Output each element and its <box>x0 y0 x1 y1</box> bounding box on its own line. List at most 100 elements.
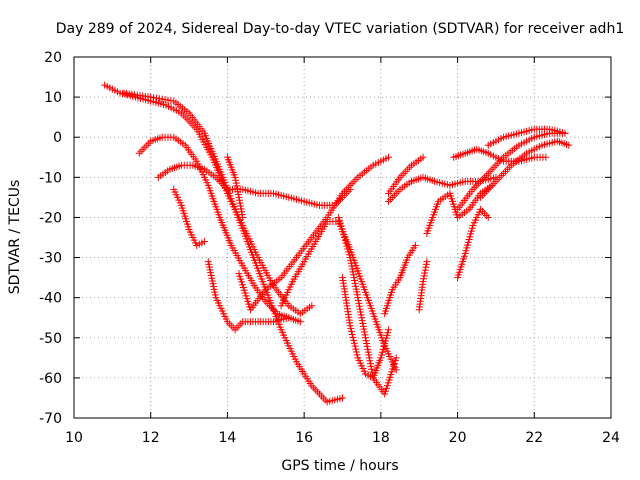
data-point-marker <box>365 354 373 362</box>
data-point-marker <box>347 325 355 333</box>
x-tick-label: 22 <box>525 430 543 446</box>
data-point-marker <box>353 291 361 299</box>
data-point-marker <box>351 279 359 287</box>
axis-ticks <box>73 56 612 419</box>
data-point-marker <box>367 362 375 370</box>
x-tick-label: 18 <box>372 430 390 446</box>
data-point-marker <box>340 231 348 239</box>
data-point-marker <box>335 216 343 224</box>
data-point-marker <box>360 325 368 333</box>
data-point-marker <box>565 141 573 149</box>
data-point-marker <box>362 334 370 342</box>
data-point-marker <box>422 260 430 268</box>
data-point-marker <box>349 268 357 276</box>
data-point-marker <box>359 319 367 327</box>
data-series <box>235 153 393 314</box>
data-series <box>385 173 500 205</box>
x-tick-label: 16 <box>295 430 313 446</box>
data-point-marker <box>364 348 372 356</box>
y-tick-label: 10 <box>44 90 62 106</box>
data-point-marker <box>366 360 374 368</box>
data-point-marker <box>420 272 428 280</box>
data-point-marker <box>348 330 356 338</box>
data-point-marker <box>354 294 362 302</box>
data-series <box>204 258 293 334</box>
data-series <box>120 89 346 406</box>
data-point-marker <box>233 182 241 190</box>
y-axis-title: SDTVAR / TECUs <box>7 180 23 295</box>
data-point-marker <box>419 278 427 286</box>
data-point-marker <box>158 95 166 103</box>
x-tick-label: 12 <box>142 430 160 446</box>
data-point-marker <box>308 302 316 310</box>
data-point-marker <box>232 176 240 184</box>
data-point-marker <box>346 322 354 330</box>
data-point-marker <box>354 297 362 305</box>
data-point-marker <box>296 318 304 326</box>
data-point-marker <box>348 265 356 273</box>
data-series <box>385 153 427 197</box>
data-series <box>154 161 354 209</box>
data-point-marker <box>236 199 244 207</box>
data-point-marker <box>363 342 371 350</box>
plot-frame <box>73 56 612 419</box>
y-tick-label: -30 <box>39 251 62 267</box>
data-point-marker <box>362 337 370 345</box>
data-point-marker <box>350 339 358 347</box>
data-point-marker <box>366 357 374 365</box>
data-point-marker <box>347 259 355 267</box>
y-tick-label: 20 <box>44 50 62 66</box>
data-point-marker <box>357 308 365 316</box>
data-series <box>223 153 247 221</box>
data-point-marker <box>239 213 247 221</box>
data-series <box>454 205 492 282</box>
data-point-marker <box>340 234 348 241</box>
data-point-marker <box>339 394 346 402</box>
data-point-marker <box>337 222 345 230</box>
y-tick-label: -40 <box>39 291 62 307</box>
data-point-marker <box>346 254 354 262</box>
data-point-marker <box>357 311 365 319</box>
data-point-marker <box>348 262 356 270</box>
data-point-marker <box>355 299 363 307</box>
data-point-marker <box>235 196 243 204</box>
data-point-marker <box>339 228 347 236</box>
data-point-marker <box>355 302 363 310</box>
data-point-marker <box>232 179 240 187</box>
data-series <box>381 242 419 318</box>
data-point-marker <box>353 351 361 359</box>
data-point-marker <box>335 213 343 221</box>
data-point-marker <box>392 354 400 362</box>
data-point-marker <box>341 236 349 244</box>
y-tick-label: 0 <box>53 130 62 146</box>
data-point-marker <box>542 153 550 161</box>
data-point-marker <box>155 95 163 103</box>
x-tick-label: 10 <box>65 430 83 446</box>
data-point-marker <box>360 328 368 336</box>
data-point-marker <box>347 256 355 264</box>
data-point-marker <box>344 245 352 253</box>
x-tick-label: 20 <box>449 430 467 446</box>
y-tick-label: -50 <box>39 331 62 347</box>
data-point-marker <box>235 193 243 201</box>
y-tick-label: -20 <box>39 210 62 226</box>
data-point-marker <box>238 211 246 219</box>
data-point-marker <box>348 328 356 336</box>
data-point-marker <box>237 202 245 210</box>
data-point-marker <box>353 288 361 296</box>
data-point-marker <box>352 345 360 353</box>
data-series <box>477 137 573 201</box>
data-point-marker <box>385 153 393 161</box>
data-point-marker <box>343 242 351 250</box>
data-point-marker <box>368 365 376 373</box>
chart-title: Day 289 of 2024, Sidereal Day-to-day VTE… <box>56 21 624 37</box>
y-tick-label: -70 <box>39 411 62 427</box>
data-point-marker <box>150 94 158 102</box>
data-point-marker <box>342 239 350 247</box>
data-point-marker <box>234 188 242 196</box>
data-series <box>170 185 208 250</box>
data-point-marker <box>161 96 169 104</box>
data-series <box>135 133 304 326</box>
